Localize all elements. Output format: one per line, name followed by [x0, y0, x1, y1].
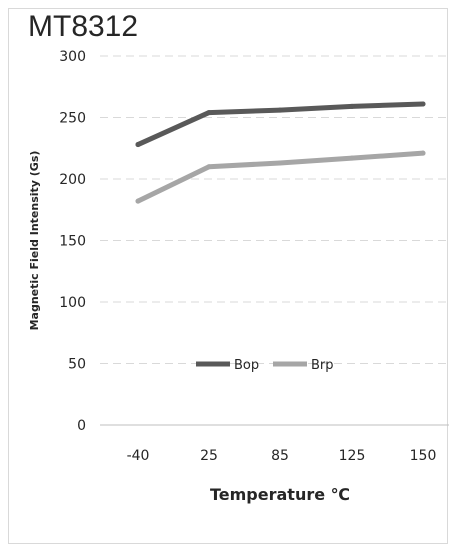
y-tick-label: 200 — [59, 172, 86, 188]
x-axis-label: Temperature ℃ — [210, 485, 350, 504]
data-point-brp — [349, 155, 355, 161]
legend-label-bop: Bop — [234, 358, 259, 373]
data-point-brp — [277, 160, 283, 166]
x-tick-label: 150 — [410, 448, 437, 464]
y-tick-label: 150 — [59, 234, 86, 250]
series-lines — [135, 101, 426, 204]
x-tick-label: 25 — [200, 448, 218, 464]
y-axis-label: Magnetic Field Intensity (Gs) — [28, 151, 41, 331]
y-axis-ticks: 0 50 100 150 200 250 300 — [59, 49, 86, 434]
y-tick-label: 300 — [59, 49, 86, 65]
y-tick-label: 100 — [59, 295, 86, 311]
y-tick-label: 250 — [59, 111, 86, 127]
y-tick-label: 0 — [77, 418, 86, 434]
data-point-brp — [420, 150, 426, 156]
x-tick-label: 125 — [339, 448, 366, 464]
data-point-bop — [349, 103, 355, 109]
data-point-bop — [206, 110, 212, 116]
data-point-bop — [420, 101, 426, 107]
data-point-brp — [135, 198, 141, 204]
x-tick-label: -40 — [127, 448, 150, 464]
chart-title: MT8312 — [28, 10, 139, 43]
y-tick-label: 50 — [68, 357, 86, 373]
data-point-bop — [277, 107, 283, 113]
x-axis-ticks: -40 25 85 125 150 — [127, 448, 437, 464]
legend: Bop Brp — [196, 358, 334, 373]
x-tick-label: 85 — [271, 448, 289, 464]
data-point-bop — [135, 142, 141, 148]
data-point-brp — [206, 164, 212, 170]
chart-frame — [8, 8, 448, 544]
gridlines — [100, 55, 449, 426]
series-line-brp — [135, 150, 426, 204]
legend-label-brp: Brp — [311, 358, 334, 373]
